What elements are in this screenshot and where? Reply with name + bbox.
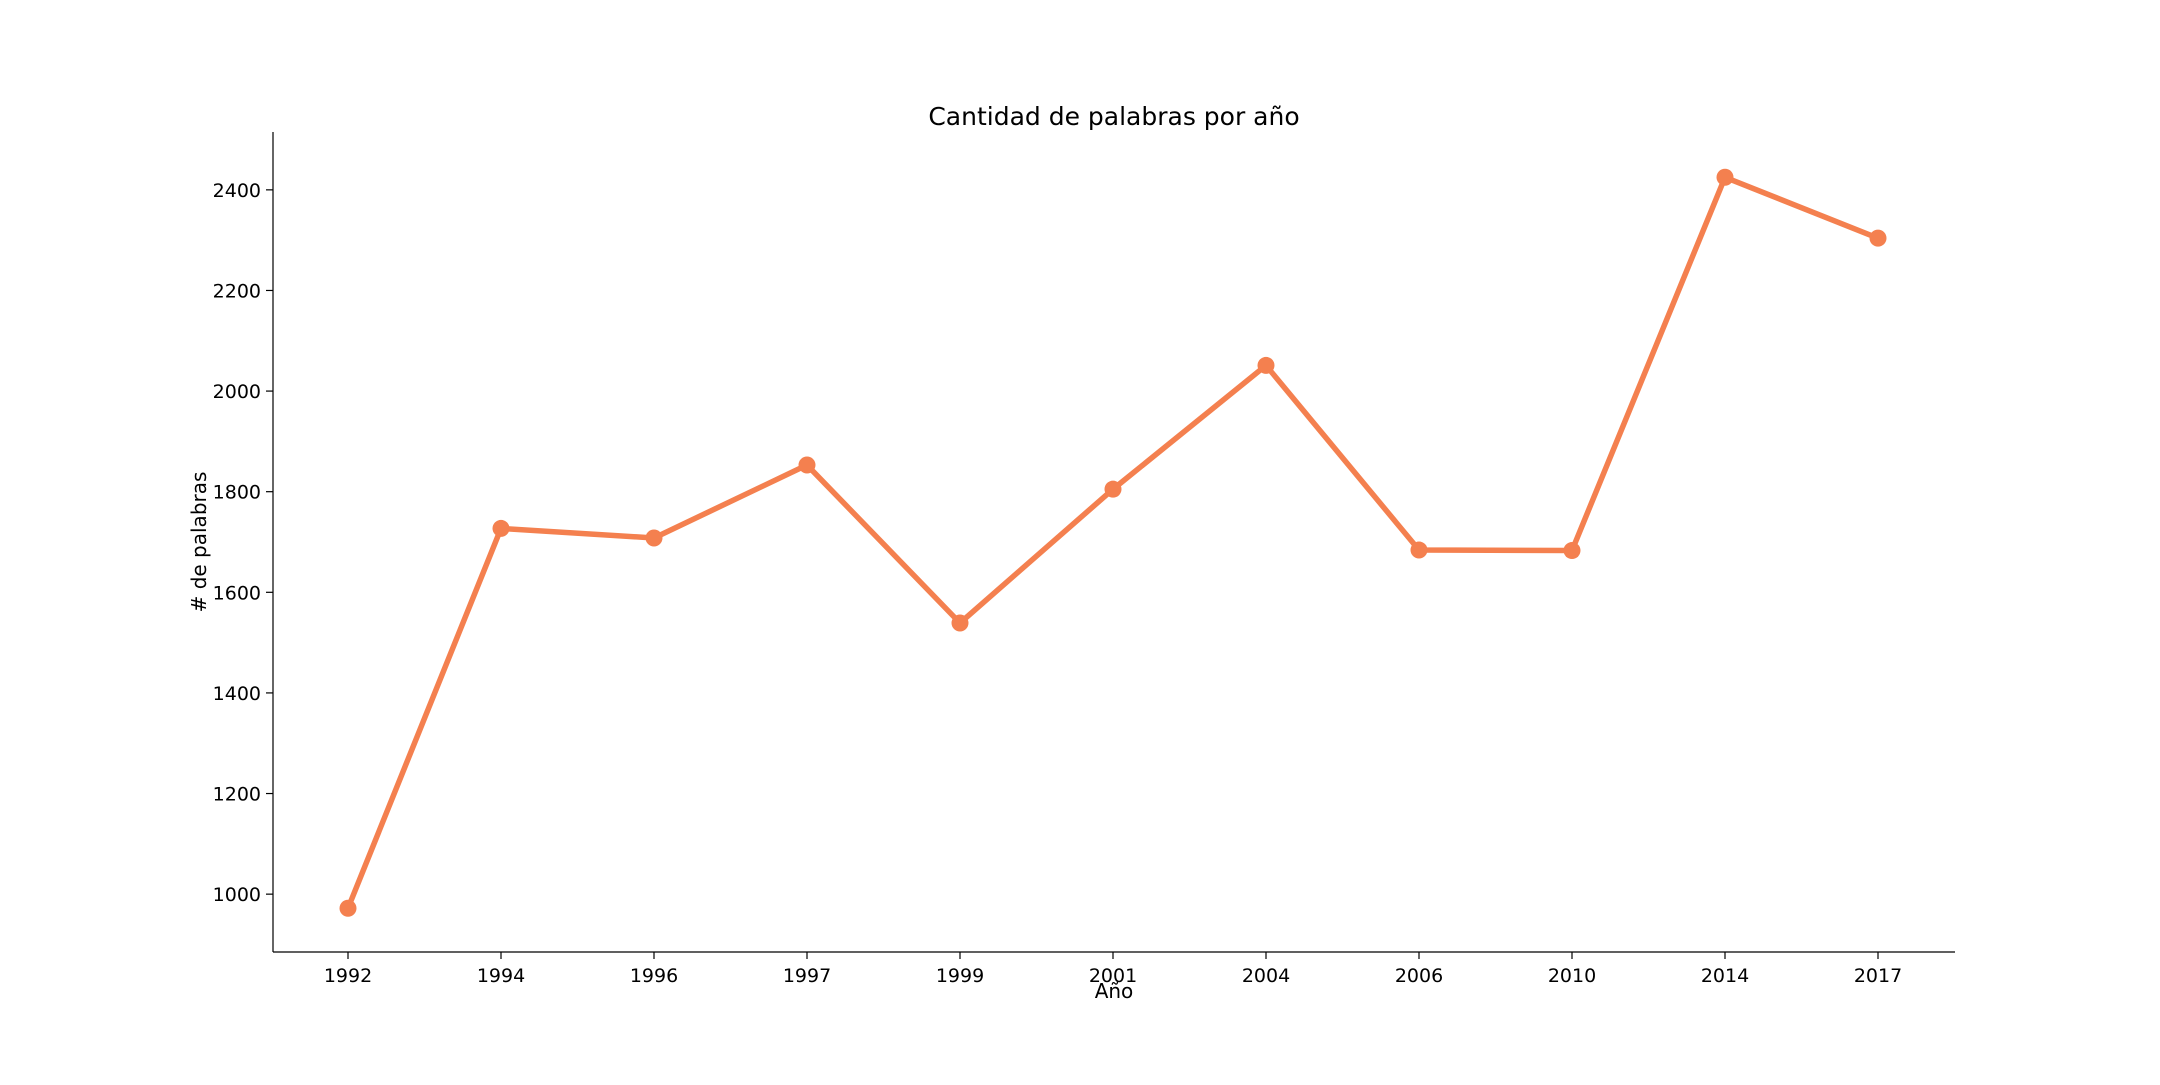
- x-tick-label: 1996: [630, 965, 678, 987]
- data-point: [951, 614, 969, 632]
- y-tick-label: 1000: [213, 884, 261, 906]
- x-tick-label: 2006: [1395, 965, 1443, 987]
- data-point: [1104, 480, 1122, 498]
- y-tick-label: 1800: [213, 482, 261, 504]
- data-point: [645, 529, 663, 547]
- x-axis-ticks: 1992 1994 1996 1997 1999 2001 2004 2006 2010 2014…: [324, 952, 1902, 987]
- data-point: [1869, 229, 1887, 247]
- data-point: [1563, 542, 1581, 560]
- data-point: [798, 456, 816, 474]
- x-tick-label: 2014: [1701, 965, 1749, 987]
- x-tick-label: 1994: [477, 965, 525, 987]
- y-tick-label: 2400: [213, 180, 261, 202]
- x-tick-label: 2001: [1089, 965, 1137, 987]
- x-tick-label: 1992: [324, 965, 372, 987]
- series-layer: [339, 168, 1887, 917]
- y-tick-label: 1200: [213, 784, 261, 806]
- series-line: [345, 174, 1881, 911]
- data-point: [1716, 168, 1734, 186]
- data-point: [492, 519, 510, 537]
- x-tick-label: 2010: [1548, 965, 1596, 987]
- x-tick-label: 1997: [783, 965, 831, 987]
- x-tick-label: 2004: [1242, 965, 1290, 987]
- x-tick-label: 1999: [936, 965, 984, 987]
- y-tick-label: 1600: [213, 582, 261, 604]
- chart-title: Cantidad de palabras por año: [928, 102, 1299, 131]
- y-axis-ticks: 1000 1200 1400 1600 1800 2000 2200 2400: [213, 180, 273, 906]
- data-point: [1410, 541, 1428, 559]
- x-axis-label: Año: [1095, 979, 1134, 1003]
- y-axis-label: # de palabras: [187, 472, 211, 613]
- data-point: [1257, 356, 1275, 374]
- y-tick-label: 2200: [213, 280, 261, 302]
- y-tick-label: 2000: [213, 381, 261, 403]
- y-tick-label: 1400: [213, 683, 261, 705]
- x-tick-label: 2017: [1854, 965, 1902, 987]
- data-point: [339, 899, 357, 917]
